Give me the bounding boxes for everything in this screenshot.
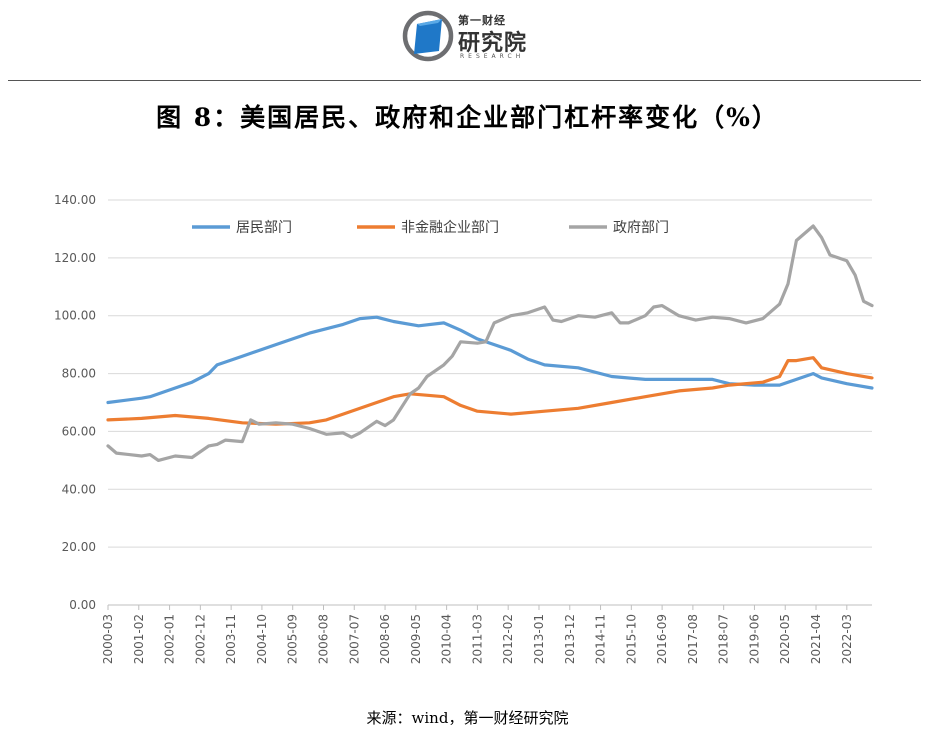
x-tick-label: 2016-09 [655,614,669,664]
x-tick-label: 2000-03 [101,614,115,664]
y-tick-label: 60.00 [62,424,96,438]
x-tick-label: 2002-01 [163,614,177,664]
x-tick-label: 2020-05 [778,614,792,664]
x-tick-label: 2022-03 [840,614,854,664]
x-tick-label: 2001-02 [132,614,146,664]
x-tick-label: 2006-08 [316,614,330,664]
x-tick-label: 2012-02 [501,614,515,664]
x-tick-label: 2013-01 [532,614,546,664]
y-tick-label: 120.00 [54,251,96,265]
x-tick-label: 2010-04 [440,614,454,664]
x-tick-label: 2008-06 [378,614,392,664]
y-tick-label: 20.00 [62,540,96,554]
legend-label: 非金融企业部门 [401,219,499,236]
header-divider [8,80,921,81]
x-tick-label: 2011-03 [470,614,484,664]
y-tick-label: 80.00 [62,367,96,381]
x-tick-label: 2009-05 [409,614,423,664]
x-tick-label: 2003-11 [224,614,238,664]
x-tick-label: 2004-10 [255,614,269,664]
x-tick-label: 2019-06 [747,614,761,664]
x-tick-label: 2007-07 [347,614,361,664]
legend-label: 居民部门 [236,220,292,236]
source-note: 来源：wind，第一财经研究院 [366,709,569,727]
leverage-line-chart: 0.00 20.00 40.00 60.00 80.00 100.00 120.00 140.… [54,193,874,664]
logo-sub-text: RESEARCH [460,53,525,60]
research-logo-icon [402,10,454,62]
legend-label: 政府部门 [613,220,669,236]
x-tick-label: 2018-07 [717,614,731,664]
series-line [106,356,874,426]
x-tick-label: 2002-12 [193,614,207,664]
y-tick-label: 100.00 [54,309,96,323]
y-tick-label: 0.00 [69,598,96,612]
y-tick-label: 40.00 [62,482,96,496]
logo-main-text: 研究院 [458,31,528,56]
series-line [106,315,874,405]
x-tick-label: 2017-08 [686,614,700,664]
series-line [106,224,874,462]
x-tick-label: 2005-09 [286,614,300,664]
figure-title: 图 8：美国居民、政府和企业部门杠杆率变化（%） [156,103,779,132]
x-tick-label: 2015-10 [624,614,638,664]
x-tick-label: 2014-11 [594,614,608,664]
y-tick-label: 140.00 [54,193,96,207]
logo-top-text: 第一财经 [458,14,506,27]
logo: 第一财经 研究院 RESEARCH [402,8,537,64]
x-tick-label: 2013-12 [563,614,577,664]
x-tick-label: 2021-04 [809,614,823,664]
